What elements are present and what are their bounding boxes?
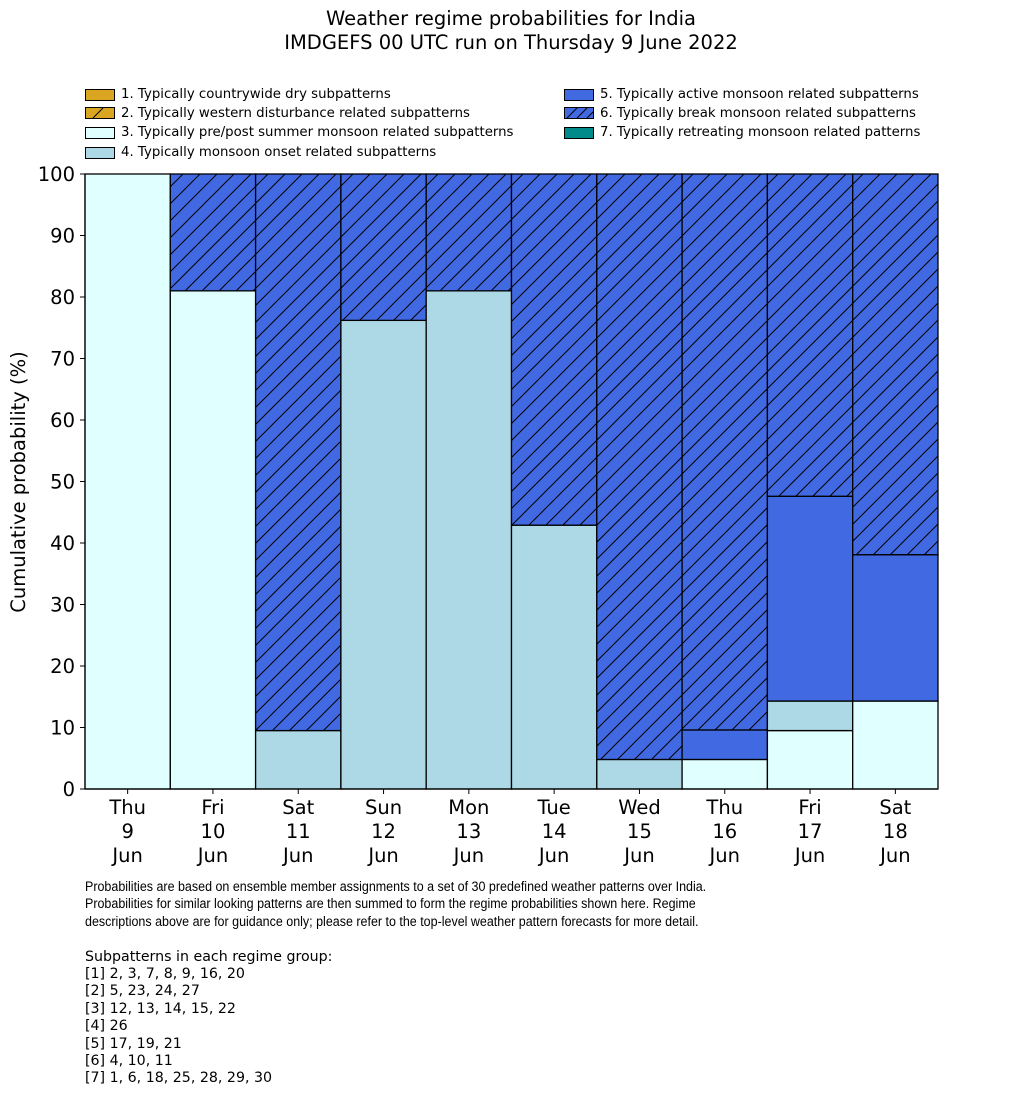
x-tick-label: Thu [705, 796, 743, 819]
group-item: [2] 5, 23, 24, 27 [85, 983, 200, 1000]
y-tick-label: 0 [63, 778, 75, 801]
x-tick-label: Jun [878, 844, 910, 867]
bar-segment-day10-series5 [852, 554, 938, 702]
x-tick-label: 10 [201, 820, 226, 843]
group-item: [3] 12, 13, 14, 15, 22 [85, 1000, 236, 1017]
bar-segment-day8-series5 [682, 729, 768, 760]
bar-outline-day10-series6 [852, 173, 939, 556]
bar-segment-day5-series4 [426, 290, 512, 789]
x-tick-label: Jun [537, 844, 569, 867]
x-tick-label: 17 [798, 820, 823, 843]
x-tick-label: Mon [448, 796, 489, 819]
legend-label: 5. Typically active monsoon related subp… [600, 87, 919, 102]
bar-segment-day7-series4 [596, 759, 683, 789]
footnote-line: descriptions above are for guidance only… [85, 913, 699, 930]
group-item: [4] 26 [85, 1018, 128, 1035]
x-tick-label: Jun [452, 844, 484, 867]
bar-segment-day2-series3 [170, 290, 256, 789]
legend-swatch-hatched [85, 107, 115, 119]
x-tick-label: Jun [196, 844, 228, 867]
bars-layer [84, 173, 939, 790]
bar-hatch-day10-series6 [852, 174, 938, 555]
group-item: [7] 1, 6, 18, 25, 28, 29, 30 [85, 1070, 273, 1087]
bar-segment-day9-series4 [767, 701, 853, 731]
footnote: Probabilities are based on ensemble memb… [85, 879, 1025, 931]
x-tick-label: Tue [536, 796, 570, 819]
bar-hatch-day3-series6 [255, 174, 341, 731]
legend-swatch-hatched [564, 107, 594, 119]
x-tick-label: 18 [883, 820, 908, 843]
legend-swatch [85, 127, 115, 139]
bar-segment-day6-series4 [511, 525, 597, 789]
x-tick-label: 9 [121, 820, 133, 843]
legend-swatch [85, 89, 115, 101]
regime-groups: Subpatterns in each regime group: [1] 2,… [85, 949, 1025, 1088]
x-tick-label: 11 [286, 820, 311, 843]
bar-segment-day3-series4 [255, 730, 341, 789]
footnote-line: Probabilities for similar looking patter… [85, 896, 696, 913]
bar-hatch-day8-series6 [682, 174, 768, 730]
legend-swatch [85, 147, 115, 159]
y-tick-label: 20 [50, 655, 75, 678]
y-tick-label: 60 [50, 409, 75, 432]
axes-layer: 0102030405060708090100Thu9JunFri10JunSat… [38, 163, 938, 867]
x-tick-label: Jun [622, 844, 654, 867]
y-tick-label: 70 [50, 348, 75, 371]
x-tick-label: Sat [879, 796, 911, 819]
legend-label: 2. Typically western disturbance related… [121, 106, 470, 121]
x-tick-label: Jun [366, 844, 398, 867]
x-tick-label: Thu [108, 796, 146, 819]
bar-segment-day8-series3 [682, 759, 768, 789]
bar-segment-day4-series4 [340, 320, 427, 789]
chart-title: Weather regime probabilities for India [325, 7, 696, 30]
group-item: [6] 4, 10, 11 [85, 1052, 173, 1069]
legend-label: 3. Typically pre/post summer monsoon rel… [121, 125, 514, 140]
x-tick-label: 16 [712, 820, 737, 843]
stacked-bar-chart: 0102030405060708090100Thu9JunFri10JunSat… [7, 163, 939, 867]
y-tick-label: 50 [50, 471, 75, 494]
x-tick-label: Fri [798, 796, 821, 819]
x-tick-label: Sat [282, 796, 314, 819]
bar-segment-day9-series5 [767, 496, 853, 702]
bar-hatch-day4-series6 [340, 174, 427, 321]
bar-hatch-day9-series6 [767, 174, 853, 497]
footnote-line: Probabilities are based on ensemble memb… [85, 879, 707, 895]
chart-subtitle: IMDGEFS 00 UTC run on Thursday 9 June 20… [284, 31, 738, 54]
group-item: [5] 17, 19, 21 [85, 1035, 182, 1052]
x-tick-label: Jun [708, 844, 740, 867]
x-tick-label: Wed [618, 796, 661, 819]
text-block: Probabilities are based on ensemble memb… [85, 879, 1025, 1088]
y-axis-label: Cumulative probability (%) [7, 351, 30, 612]
legend-label: 4. Typically monsoon onset related subpa… [121, 145, 437, 160]
bar-segment-day10-series3 [852, 701, 938, 789]
y-tick-label: 100 [38, 163, 75, 186]
y-tick-label: 30 [50, 594, 75, 617]
y-tick-label: 10 [50, 717, 75, 740]
legend-swatch [564, 127, 594, 139]
bar-hatch-day2-series6 [170, 174, 256, 291]
group-item: [1] 2, 3, 7, 8, 9, 16, 20 [85, 965, 245, 982]
x-tick-label: Jun [110, 844, 142, 867]
x-tick-label: Jun [793, 844, 825, 867]
bar-segment-day9-series3 [767, 730, 853, 789]
legend-label: 1. Typically countrywide dry subpatterns [121, 87, 391, 102]
y-tick-label: 90 [50, 225, 75, 248]
x-tick-label: Fri [201, 796, 224, 819]
bar-segment-day1-series3 [85, 174, 171, 789]
x-tick-label: 13 [456, 820, 481, 843]
x-tick-label: 14 [542, 820, 567, 843]
y-tick-label: 80 [50, 286, 75, 309]
x-tick-label: 15 [627, 820, 652, 843]
bar-hatch-day7-series6 [596, 174, 683, 760]
legend-swatch [564, 89, 594, 101]
bar-hatch-day6-series6 [511, 174, 597, 526]
x-tick-label: Sun [365, 796, 402, 819]
legend-label: 6. Typically break monsoon related subpa… [600, 106, 916, 121]
y-tick-label: 40 [50, 532, 75, 555]
bar-hatch-day5-series6 [426, 174, 512, 291]
x-tick-label: 12 [371, 820, 396, 843]
groups-heading: Subpatterns in each regime group: [85, 948, 333, 965]
x-tick-label: Jun [281, 844, 313, 867]
legend-label: 7. Typically retreating monsoon related … [600, 125, 921, 140]
